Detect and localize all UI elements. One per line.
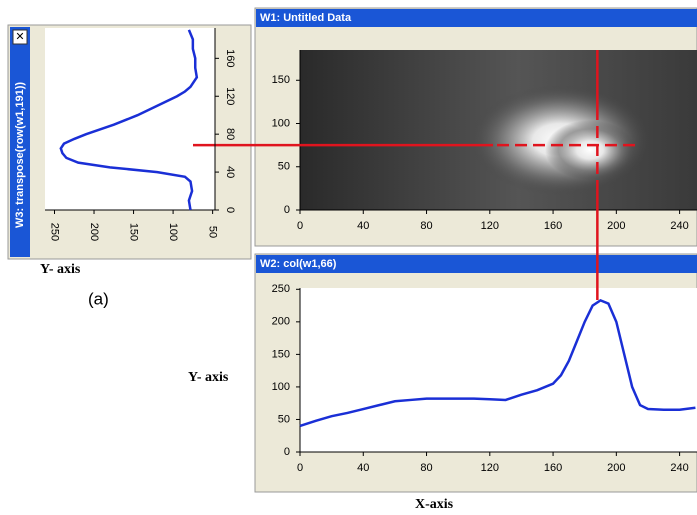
heatmap-blob bbox=[545, 120, 635, 180]
y-tick-label: 100 bbox=[272, 381, 290, 393]
y-tick-label: 120 bbox=[224, 87, 236, 105]
title-bar bbox=[256, 255, 697, 273]
y-tick-label: 0 bbox=[284, 446, 290, 458]
x-tick-label: 240 bbox=[670, 462, 688, 474]
x-tick-label: 200 bbox=[88, 223, 100, 241]
y-tick-label: 40 bbox=[224, 166, 236, 178]
x-tick-label: 120 bbox=[481, 220, 499, 232]
close-button[interactable] bbox=[12, 29, 28, 45]
window-title: W2: col(w1,66) bbox=[260, 258, 337, 270]
x-tick-label: 120 bbox=[481, 462, 499, 474]
data-line bbox=[299, 298, 696, 428]
x-tick-label: 80 bbox=[420, 462, 432, 474]
x-tick-label: 250 bbox=[49, 223, 61, 241]
annotation: Y- axis bbox=[40, 262, 81, 277]
y-tick-label: 50 bbox=[278, 413, 290, 425]
x-tick-label: 200 bbox=[607, 220, 625, 232]
y-tick-label: 150 bbox=[272, 74, 290, 86]
data-line bbox=[59, 29, 199, 211]
annotation: (a) bbox=[88, 289, 109, 308]
y-tick-label: 100 bbox=[272, 117, 290, 129]
annotation: X-axis bbox=[415, 497, 454, 512]
y-tick-label: 250 bbox=[272, 283, 290, 295]
y-tick-label: 50 bbox=[278, 161, 290, 173]
y-tick-label: 0 bbox=[224, 207, 236, 213]
annotation: Y- axis bbox=[188, 370, 229, 385]
title-bar bbox=[10, 27, 30, 257]
x-tick-label: 80 bbox=[420, 220, 432, 232]
x-tick-label: 160 bbox=[544, 220, 562, 232]
y-tick-label: 80 bbox=[224, 128, 236, 140]
x-tick-label: 200 bbox=[607, 462, 625, 474]
y-tick-label: 150 bbox=[272, 348, 290, 360]
x-tick-label: 150 bbox=[128, 223, 140, 241]
x-tick-label: 160 bbox=[544, 462, 562, 474]
y-tick-label: 200 bbox=[272, 316, 290, 328]
window-title: W1: Untitled Data bbox=[260, 12, 352, 24]
x-tick-label: 240 bbox=[670, 220, 688, 232]
plot-area bbox=[300, 288, 697, 452]
chart-layer: 0 40 80 120 160 200 240 0 50 100 150 0 40 80 120 160 200… bbox=[45, 28, 697, 474]
close-icon: ✕ bbox=[15, 31, 24, 43]
x-tick-label: 0 bbox=[297, 220, 303, 232]
x-tick-label: 40 bbox=[357, 462, 369, 474]
window-title: W3: transpose(row(w1,191)) bbox=[14, 82, 26, 228]
x-tick-label: 50 bbox=[207, 226, 219, 238]
x-tick-label: 40 bbox=[357, 220, 369, 232]
title-bar bbox=[256, 9, 697, 27]
y-tick-label: 0 bbox=[284, 204, 290, 216]
y-tick-label: 160 bbox=[224, 49, 236, 67]
x-tick-label: 100 bbox=[167, 223, 179, 241]
x-tick-label: 0 bbox=[297, 462, 303, 474]
